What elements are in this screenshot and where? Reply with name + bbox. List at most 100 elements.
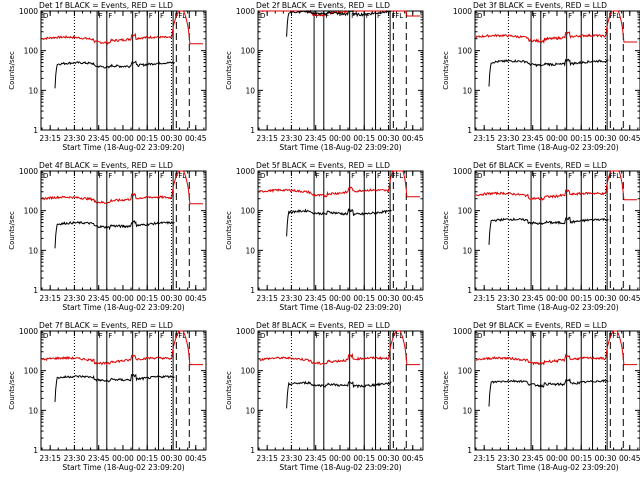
region-marker-label: F [583, 332, 587, 340]
x-tick-label: 23:45 [305, 134, 327, 143]
region-marker-label: F [392, 12, 396, 20]
x-tick-label: 23:45 [522, 454, 544, 463]
region-marker-label: F [366, 332, 370, 340]
detector-panel: Det 7f BLACK = Events, RED = LLD 1 10 100 10… [8, 321, 207, 472]
x-tick-label: 00:00 [546, 134, 568, 143]
region-marker-label: F [377, 172, 381, 180]
region-marker-label: F [392, 172, 396, 180]
region-marker-label: F [609, 12, 613, 20]
x-tick-label: 00:00 [546, 454, 568, 463]
x-tick-label: 23:15 [256, 294, 278, 303]
x-tick-label: 00:30 [378, 134, 400, 143]
x-tick-label: 00:45 [402, 294, 424, 303]
x-tick-label: 23:30 [64, 294, 86, 303]
plot-frame [474, 330, 640, 451]
x-tick-label: 23:30 [64, 134, 86, 143]
region-marker-label: F [134, 12, 138, 20]
region-marker-label: F [149, 12, 153, 20]
y-tick-label: 1000 [19, 167, 38, 176]
x-tick-label: 00:00 [112, 294, 134, 303]
region-marker-label: F [542, 332, 546, 340]
x-tick-label: 00:00 [329, 134, 351, 143]
x-tick-label: 23:30 [281, 134, 303, 143]
series-lld-line [41, 330, 203, 366]
y-tick-label: 10 [462, 246, 472, 255]
region-marker-label: F [377, 12, 381, 20]
region-marker-label: F [351, 332, 355, 340]
corner-label: D [260, 332, 265, 340]
x-tick-label: 00:15 [570, 294, 592, 303]
region-marker-label: F [533, 12, 537, 20]
plot-frame [40, 170, 207, 291]
y-tick-label: 10 [462, 406, 472, 415]
y-axis-label: Counts/sec [442, 211, 450, 250]
x-tick-label: 23:15 [473, 134, 495, 143]
x-tick-label: 23:15 [256, 454, 278, 463]
flare-label: FL [178, 332, 186, 340]
x-tick-label: 23:45 [522, 134, 544, 143]
corner-label: D [477, 332, 482, 340]
x-tick-label: 00:45 [402, 454, 424, 463]
series-events-line [54, 373, 175, 403]
x-tick-label: 00:00 [112, 134, 134, 143]
y-tick-label: 100 [458, 47, 473, 56]
y-tick-label: 100 [458, 367, 473, 376]
y-tick-label: 100 [24, 207, 39, 216]
x-tick-label: 00:30 [161, 134, 183, 143]
x-tick-label: 23:15 [39, 454, 61, 463]
x-tick-label: 00:45 [185, 294, 207, 303]
panel-title: Det 5f BLACK = Events, RED = LLD [256, 161, 390, 170]
x-axis-label: Start Time (18-Aug-02 23:09:20) [496, 463, 618, 472]
x-tick-label: 23:30 [498, 294, 520, 303]
x-tick-label: 00:15 [136, 134, 158, 143]
x-axis-label: Start Time (18-Aug-02 23:09:20) [279, 143, 401, 152]
series-lld-line [41, 170, 203, 205]
x-axis-label: Start Time (18-Aug-02 23:09:20) [279, 303, 401, 312]
plot-frame [257, 330, 424, 451]
region-marker-label: F [316, 172, 320, 180]
flare-label: FL [612, 332, 620, 340]
series-events-line [488, 58, 609, 87]
x-tick-label: 00:30 [595, 294, 617, 303]
region-marker-label: F [99, 332, 103, 340]
x-tick-label: 00:45 [619, 294, 640, 303]
y-tick-label: 1 [250, 446, 255, 455]
region-marker-label: F [325, 332, 329, 340]
series-events-line [54, 219, 175, 249]
series-lld-line [475, 170, 637, 201]
region-marker-label: F [108, 12, 112, 20]
y-axis-label: Counts/sec [8, 51, 16, 90]
x-tick-label: 00:15 [136, 294, 158, 303]
y-tick-label: 10 [245, 246, 255, 255]
region-marker-label: F [583, 172, 587, 180]
plot-frame [40, 330, 207, 451]
x-tick-label: 23:45 [88, 134, 110, 143]
detector-panel: Det 5f BLACK = Events, RED = LLD 1 10 100 10… [225, 161, 424, 312]
detector-panel: Det 8f BLACK = Events, RED = LLD 1 10 100 10… [225, 321, 424, 472]
region-marker-label: F [149, 332, 153, 340]
x-tick-label: 00:15 [570, 134, 592, 143]
corner-label: D [260, 172, 265, 180]
y-axis-label: Counts/sec [8, 211, 16, 250]
y-tick-label: 100 [241, 207, 256, 216]
x-tick-label: 00:45 [402, 134, 424, 143]
x-tick-label: 23:15 [473, 294, 495, 303]
region-marker-label: F [351, 12, 355, 20]
y-tick-label: 1 [33, 286, 38, 295]
x-tick-label: 00:30 [378, 294, 400, 303]
x-axis-label: Start Time (18-Aug-02 23:09:20) [62, 303, 184, 312]
series-lld-line [258, 170, 420, 198]
x-tick-label: 23:30 [498, 134, 520, 143]
x-tick-label: 23:45 [305, 294, 327, 303]
x-tick-label: 00:45 [185, 134, 207, 143]
region-marker-label: F [583, 12, 587, 20]
corner-label: D [43, 12, 48, 20]
region-marker-label: F [568, 332, 572, 340]
x-axis-label: Start Time (18-Aug-02 23:09:20) [279, 463, 401, 472]
x-tick-label: 23:30 [64, 454, 86, 463]
series-events-line [286, 380, 392, 409]
panel-title: Det 9f BLACK = Events, RED = LLD [473, 321, 607, 330]
x-axis-label: Start Time (18-Aug-02 23:09:20) [62, 463, 184, 472]
x-axis-label: Start Time (18-Aug-02 23:09:20) [62, 143, 184, 152]
